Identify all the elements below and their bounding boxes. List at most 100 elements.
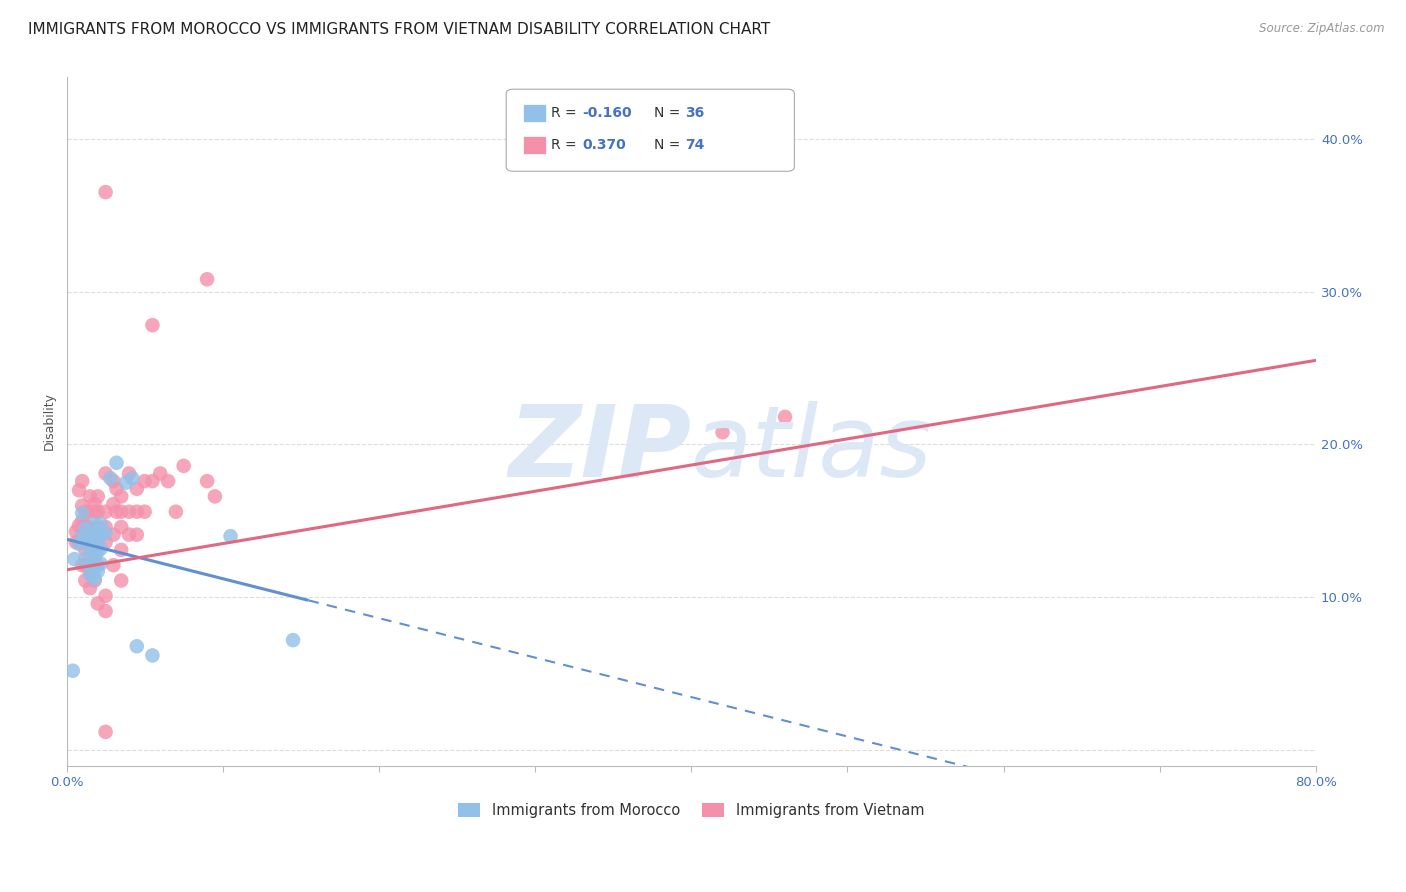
Point <box>65 535 87 549</box>
Point <box>141 648 163 663</box>
Point <box>103 527 125 541</box>
Point <box>70 558 93 573</box>
Point <box>90 541 112 556</box>
Point <box>70 506 93 520</box>
Point <box>94 467 117 481</box>
Point <box>83 558 105 573</box>
Point <box>79 559 101 574</box>
Point <box>83 541 105 556</box>
Point <box>149 467 172 481</box>
Text: N =: N = <box>654 138 685 153</box>
Point <box>105 482 128 496</box>
Point <box>105 456 128 470</box>
Point <box>87 524 110 539</box>
Point <box>83 527 105 541</box>
Point <box>281 633 304 648</box>
Point <box>157 474 180 488</box>
Text: atlas: atlas <box>692 401 934 498</box>
Point <box>118 467 141 481</box>
Point <box>79 490 101 504</box>
Point <box>115 475 138 490</box>
Point <box>75 552 97 566</box>
Point <box>118 505 141 519</box>
Point <box>110 505 132 519</box>
Point <box>75 533 97 547</box>
Point <box>90 557 112 571</box>
Point <box>79 505 101 519</box>
Point <box>103 497 125 511</box>
Point <box>165 505 187 519</box>
Point <box>118 527 141 541</box>
Point <box>83 533 105 548</box>
Point <box>110 490 132 504</box>
Point <box>110 543 132 558</box>
Point <box>195 272 218 286</box>
Point <box>173 458 195 473</box>
Text: Source: ZipAtlas.com: Source: ZipAtlas.com <box>1260 22 1385 36</box>
Point <box>94 604 117 618</box>
Point <box>70 529 93 543</box>
Point <box>79 535 101 549</box>
Point <box>83 505 105 519</box>
Point <box>90 516 112 531</box>
Point <box>195 474 218 488</box>
Point <box>67 535 90 549</box>
Point <box>711 425 734 440</box>
Point <box>141 318 163 333</box>
Point <box>75 535 97 549</box>
Point <box>125 527 148 541</box>
Point <box>83 563 105 577</box>
Point <box>134 474 156 488</box>
Point <box>87 565 110 579</box>
Point <box>773 409 796 424</box>
Point <box>70 527 93 541</box>
Point <box>79 581 101 595</box>
Point <box>87 490 110 504</box>
Text: 74: 74 <box>685 138 704 153</box>
Text: IMMIGRANTS FROM MOROCCO VS IMMIGRANTS FROM VIETNAM DISABILITY CORRELATION CHART: IMMIGRANTS FROM MOROCCO VS IMMIGRANTS FR… <box>28 22 770 37</box>
Legend: Immigrants from Morocco, Immigrants from Vietnam: Immigrants from Morocco, Immigrants from… <box>453 797 929 823</box>
Point <box>75 574 97 588</box>
Point <box>134 505 156 519</box>
Point <box>87 535 110 549</box>
Point <box>75 505 97 519</box>
Point <box>83 550 105 565</box>
Point <box>94 185 117 199</box>
Point <box>67 518 90 533</box>
Point <box>94 520 117 534</box>
Point <box>79 535 101 549</box>
Point <box>141 474 163 488</box>
Point <box>98 471 121 485</box>
Point <box>79 550 101 565</box>
Point <box>70 474 93 488</box>
Point <box>103 558 125 573</box>
Point <box>75 522 97 536</box>
Point <box>94 505 117 519</box>
Point <box>79 520 101 534</box>
Point <box>90 526 112 541</box>
Point <box>87 505 110 519</box>
Point <box>87 597 110 611</box>
Point <box>204 490 226 504</box>
Text: N =: N = <box>654 106 685 120</box>
Point <box>110 520 132 534</box>
Point <box>70 499 93 513</box>
Point <box>87 544 110 558</box>
Point <box>83 574 105 588</box>
Text: R =: R = <box>551 106 581 120</box>
Point <box>110 574 132 588</box>
Point <box>94 589 117 603</box>
Point <box>70 535 93 549</box>
Point <box>121 471 143 485</box>
Text: R =: R = <box>551 138 585 153</box>
Point <box>87 533 110 548</box>
Point <box>62 664 84 678</box>
Point <box>79 526 101 541</box>
Point <box>75 518 97 533</box>
Point <box>94 724 117 739</box>
Point <box>79 544 101 558</box>
Point <box>83 543 105 558</box>
Text: ZIP: ZIP <box>509 401 692 498</box>
Point <box>79 567 101 582</box>
Text: 0.370: 0.370 <box>582 138 626 153</box>
